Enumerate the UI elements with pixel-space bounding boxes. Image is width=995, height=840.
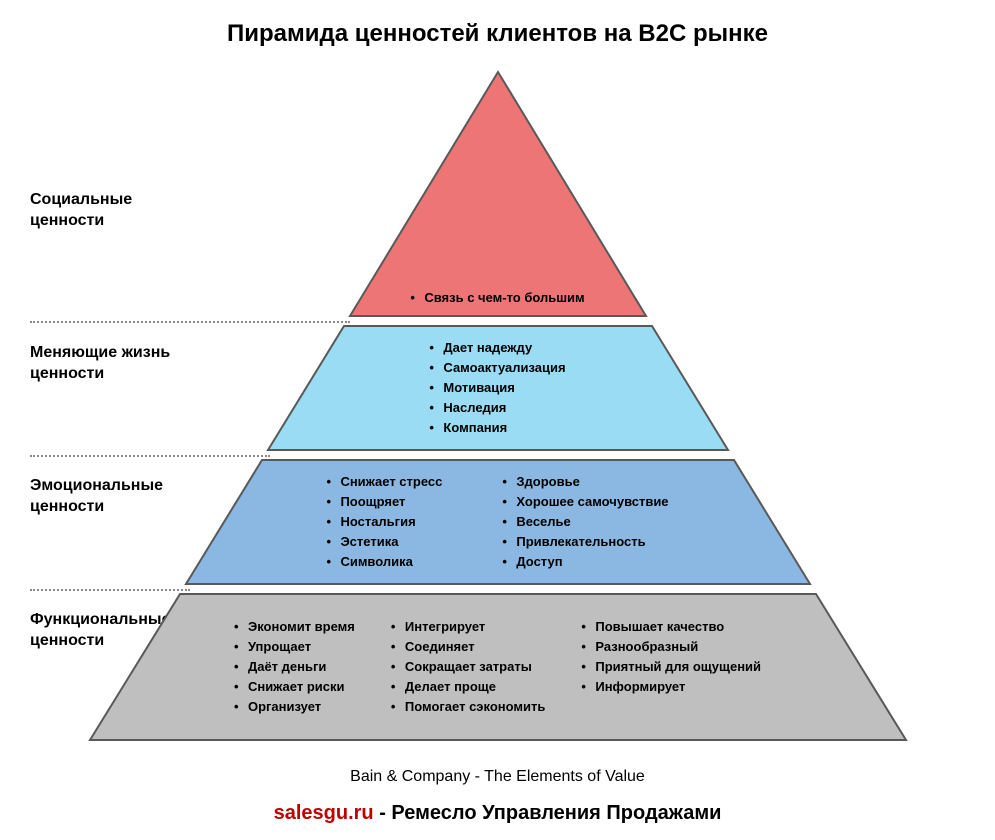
list-item: Упрощает — [234, 637, 355, 657]
list-item: Эстетика — [326, 532, 442, 552]
list-item: Организует — [234, 697, 355, 717]
list-item: Здоровье — [502, 472, 668, 492]
label-tier3: Эмоциональныеценности — [30, 476, 163, 518]
list-item: Снижает риски — [234, 677, 355, 697]
source-attribution: Bain & Company - The Elements of Value — [0, 768, 995, 786]
tier4-col1: Экономит время Упрощает Даёт деньги Сниж… — [234, 617, 355, 718]
list-item: Доступ — [502, 552, 668, 572]
tier4-col3: Повышает качество Разнообразный Приятный… — [581, 617, 761, 718]
page-title: Пирамида ценностей клиентов на B2C рынке — [0, 0, 995, 48]
footer-brand: salesgu.ru — [274, 802, 374, 824]
tier-life-changing: Дает надежду Самоактуализация Мотивация … — [266, 324, 730, 452]
list-item: Мотивация — [429, 378, 565, 398]
list-item: Компания — [429, 418, 565, 438]
tier-social: Связь с чем-то большим — [348, 70, 648, 318]
list-item: Соединяет — [391, 637, 545, 657]
list-item: Интегрирует — [391, 617, 545, 637]
tier2-items: Дает надежду Самоактуализация Мотивация … — [429, 338, 565, 439]
list-item: Связь с чем-то большим — [410, 288, 584, 308]
list-item: Помогает сэкономить — [391, 697, 545, 717]
list-item: Поощряет — [326, 492, 442, 512]
list-item: Самоактуализация — [429, 358, 565, 378]
list-item: Информирует — [581, 677, 761, 697]
list-item: Экономит время — [234, 617, 355, 637]
label-tier2: Меняющие жизньценности — [30, 343, 170, 385]
list-item: Дает надежду — [429, 338, 565, 358]
list-item: Даёт деньги — [234, 657, 355, 677]
list-item: Приятный для ощущений — [581, 657, 761, 677]
tier-emotional: Снижает стресс Поощряет Ностальгия Эстет… — [184, 458, 812, 586]
tier3-col2: Здоровье Хорошее самочувствие Веселье Пр… — [502, 472, 668, 573]
list-item: Ностальгия — [326, 512, 442, 532]
footer: salesgu.ru - Ремесло Управления Продажам… — [0, 802, 995, 825]
tier4-col2: Интегрирует Соединяет Сокращает затраты … — [391, 617, 545, 718]
divider-1 — [30, 321, 350, 323]
list-item: Повышает качество — [581, 617, 761, 637]
list-item: Снижает стресс — [326, 472, 442, 492]
list-item: Делает проще — [391, 677, 545, 697]
tier-functional: Экономит время Упрощает Даёт деньги Сниж… — [88, 592, 908, 742]
divider-3 — [30, 589, 190, 591]
list-item: Сокращает затраты — [391, 657, 545, 677]
list-item: Привлекательность — [502, 532, 668, 552]
list-item: Разнообразный — [581, 637, 761, 657]
list-item: Хорошее самочувствие — [502, 492, 668, 512]
tier3-col1: Снижает стресс Поощряет Ностальгия Эстет… — [326, 472, 442, 573]
list-item: Наследия — [429, 398, 565, 418]
footer-tagline: - Ремесло Управления Продажами — [374, 802, 722, 824]
tier1-items: Связь с чем-то большим — [410, 288, 584, 308]
pyramid: Социальныеценности Меняющие жизньценност… — [0, 70, 995, 770]
divider-2 — [30, 455, 270, 457]
list-item: Символика — [326, 552, 442, 572]
list-item: Веселье — [502, 512, 668, 532]
label-tier1: Социальныеценности — [30, 190, 132, 232]
